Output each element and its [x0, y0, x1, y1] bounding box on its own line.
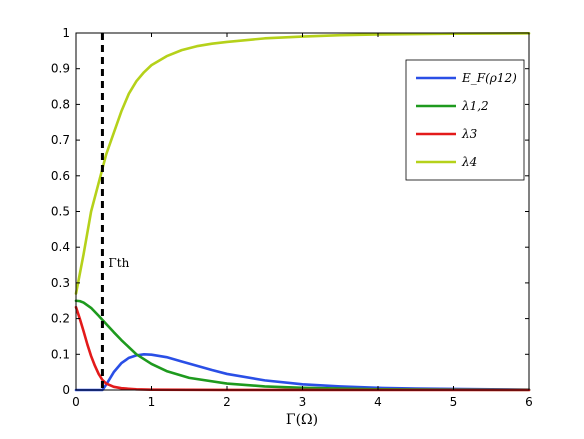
x-axis-label: Γ(Ω) [286, 412, 318, 428]
y-tick-label: 0 [62, 383, 70, 397]
y-tick-label: 0.1 [51, 347, 70, 361]
y-tick-label: 0.6 [51, 169, 70, 183]
y-tick-label: 0.5 [51, 205, 70, 219]
y-tick-label: 0.8 [51, 97, 70, 111]
x-tick-label: 1 [148, 395, 156, 409]
x-tick-label: 5 [450, 395, 458, 409]
legend-label-4: λ4 [461, 155, 477, 169]
x-tick-label: 4 [374, 395, 382, 409]
ticks-layer: 0 1 2 3 4 5 6 0 0.1 0.2 0.3 0.4 0.5 0.6 0.7 0.8 0.9 1 [51, 26, 533, 409]
x-tick-label: 6 [525, 395, 533, 409]
legend-box [405, 59, 525, 181]
legend: E_F(ρ12) λ1,2 λ3 λ4 [405, 59, 525, 181]
x-tick-label: 3 [299, 395, 307, 409]
series-line-4 [74, 32, 531, 295]
x-tick-label: 2 [223, 395, 231, 409]
legend-label-1: E_F(ρ12) [461, 71, 517, 85]
x-tick-label: 0 [72, 395, 80, 409]
y-tick-label: 0.7 [51, 133, 70, 147]
legend-label-2: λ1,2 [461, 99, 489, 113]
series-line-2 [74, 299, 531, 392]
legend-label-3: λ3 [461, 127, 478, 141]
y-tick-label: 0.2 [51, 312, 70, 326]
y-tick-label: 0.9 [51, 62, 70, 76]
y-tick-label: 1 [62, 26, 70, 40]
y-tick-label: 0.4 [51, 240, 70, 254]
threshold-label: Γth [108, 256, 129, 270]
y-tick-label: 0.3 [51, 276, 70, 290]
